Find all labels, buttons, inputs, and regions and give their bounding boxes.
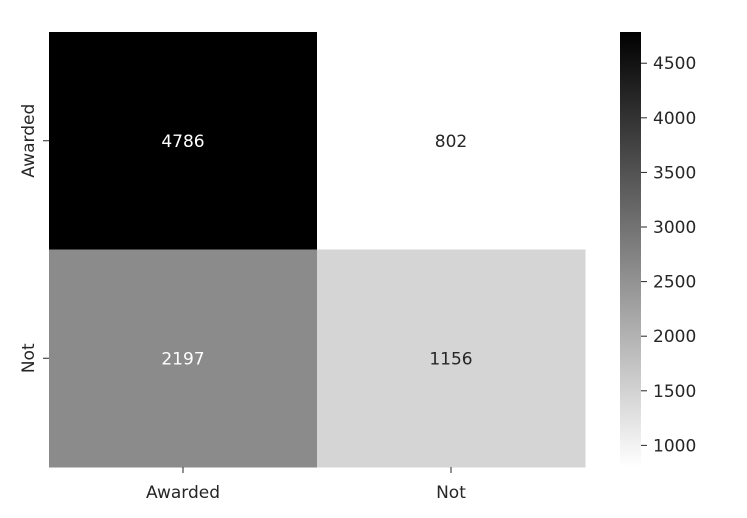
heatmap-cell-0-0: [49, 32, 318, 250]
heatmap-cell-0-1: [317, 32, 586, 250]
y-tick-label-0: Awarded: [19, 104, 39, 178]
colorbar: 1000 1500 2000 2500 3000 3500 4000 4500: [620, 32, 696, 467]
colorbar-tick-label-3: 2500: [653, 273, 696, 293]
heatmap-cell-1-0: [49, 249, 318, 468]
heatmap-cells: [49, 32, 586, 468]
x-tick-label-0: Awarded: [146, 483, 220, 503]
colorbar-tick-label-4: 3000: [653, 218, 696, 238]
cell-value-0-0: 4786: [161, 132, 204, 152]
y-tick-label-1: Not: [19, 343, 39, 373]
x-tick-label-1: Not: [436, 483, 466, 503]
cell-value-1-1: 1156: [429, 349, 472, 369]
colorbar-tick-label-5: 3500: [653, 163, 696, 183]
colorbar-tick-label-7: 4500: [653, 54, 696, 74]
colorbar-tick-label-2: 2000: [653, 327, 696, 347]
cell-value-0-1: 802: [435, 132, 467, 152]
colorbar-tick-label-0: 1000: [653, 436, 696, 456]
heatmap-cell-labels: 4786 802 2197 1156: [161, 132, 472, 370]
colorbar-tick-label-6: 4000: [653, 109, 696, 129]
heatmap-cell-1-1: [317, 249, 586, 468]
y-axis: Awarded Not: [19, 104, 49, 373]
x-axis: Awarded Not: [146, 467, 466, 503]
colorbar-gradient: [620, 32, 641, 467]
cell-value-1-0: 2197: [161, 349, 204, 369]
colorbar-tick-label-1: 1500: [653, 382, 696, 402]
